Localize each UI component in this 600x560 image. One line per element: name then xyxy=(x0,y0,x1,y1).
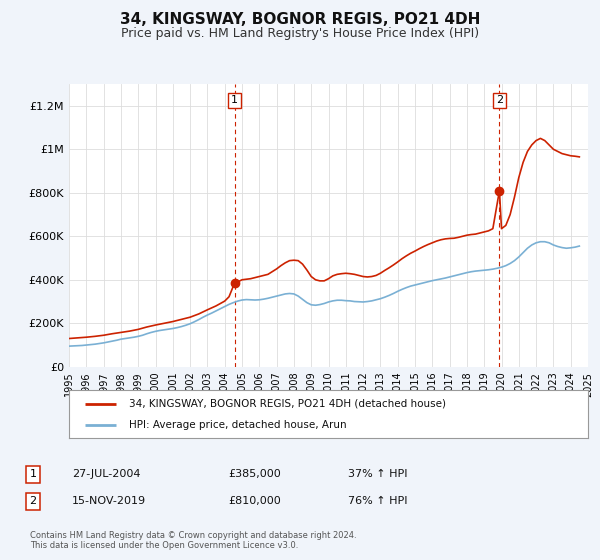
Text: HPI: Average price, detached house, Arun: HPI: Average price, detached house, Arun xyxy=(128,419,346,430)
Text: 37% ↑ HPI: 37% ↑ HPI xyxy=(348,469,407,479)
Text: 2: 2 xyxy=(496,95,503,105)
Text: 76% ↑ HPI: 76% ↑ HPI xyxy=(348,496,407,506)
Text: 27-JUL-2004: 27-JUL-2004 xyxy=(72,469,140,479)
Text: £810,000: £810,000 xyxy=(228,496,281,506)
Text: 1: 1 xyxy=(231,95,238,105)
Text: 34, KINGSWAY, BOGNOR REGIS, PO21 4DH (detached house): 34, KINGSWAY, BOGNOR REGIS, PO21 4DH (de… xyxy=(128,399,446,409)
Text: Price paid vs. HM Land Registry's House Price Index (HPI): Price paid vs. HM Land Registry's House … xyxy=(121,27,479,40)
Text: £385,000: £385,000 xyxy=(228,469,281,479)
Text: 34, KINGSWAY, BOGNOR REGIS, PO21 4DH: 34, KINGSWAY, BOGNOR REGIS, PO21 4DH xyxy=(120,12,480,27)
Text: Contains HM Land Registry data © Crown copyright and database right 2024.
This d: Contains HM Land Registry data © Crown c… xyxy=(30,531,356,550)
Text: 1: 1 xyxy=(29,469,37,479)
Text: 15-NOV-2019: 15-NOV-2019 xyxy=(72,496,146,506)
Text: 2: 2 xyxy=(29,496,37,506)
